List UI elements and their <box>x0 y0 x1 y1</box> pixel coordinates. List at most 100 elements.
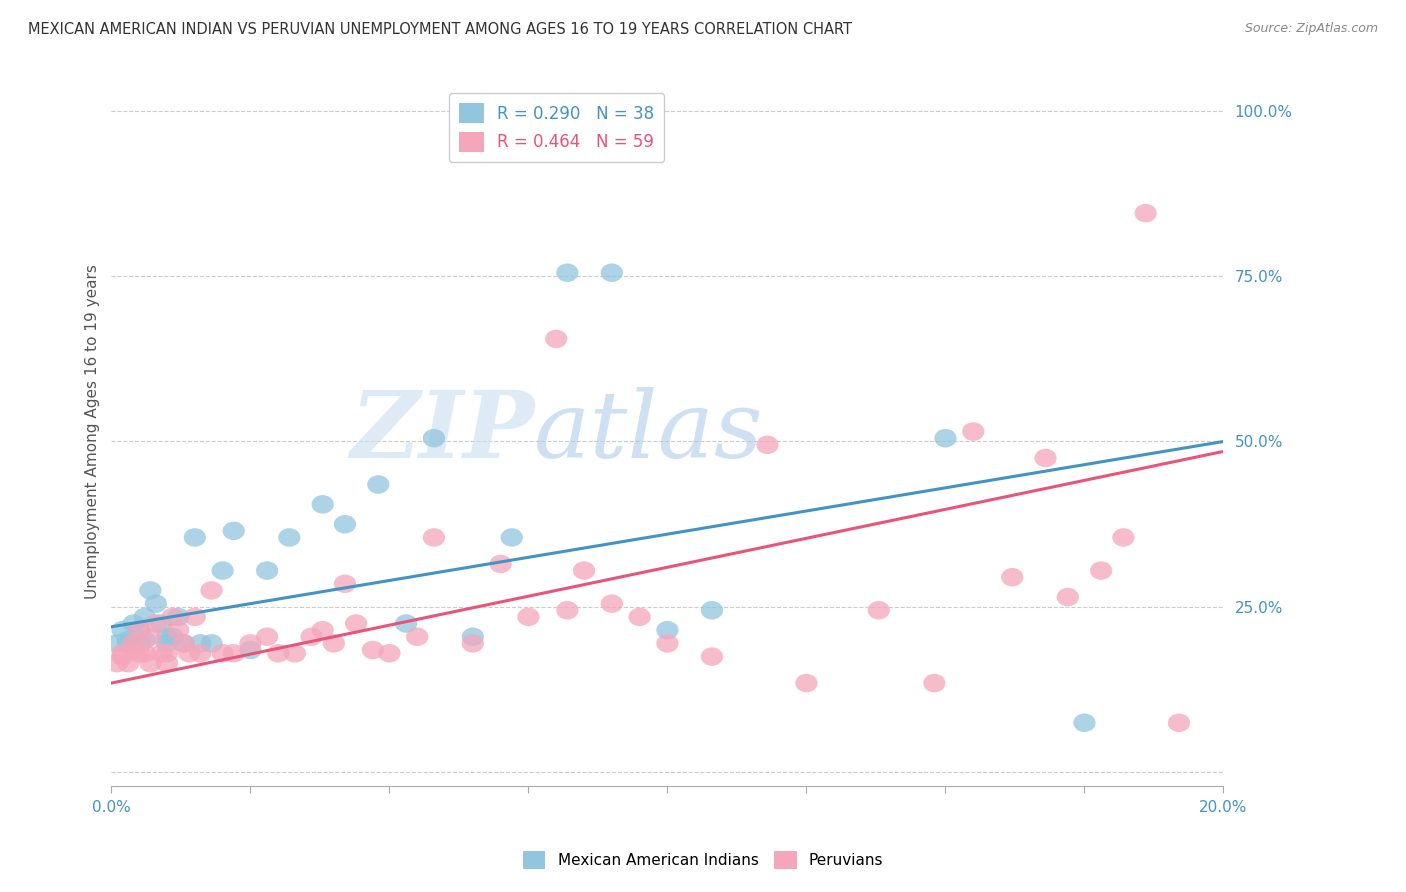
Ellipse shape <box>1001 568 1024 586</box>
Ellipse shape <box>657 621 679 640</box>
Ellipse shape <box>1168 714 1189 732</box>
Ellipse shape <box>1135 204 1157 222</box>
Ellipse shape <box>423 528 446 547</box>
Ellipse shape <box>284 644 307 663</box>
Ellipse shape <box>167 621 190 640</box>
Ellipse shape <box>105 634 128 653</box>
Ellipse shape <box>134 644 156 663</box>
Ellipse shape <box>162 607 184 626</box>
Ellipse shape <box>211 644 233 663</box>
Ellipse shape <box>128 634 150 653</box>
Ellipse shape <box>122 615 145 632</box>
Ellipse shape <box>367 475 389 494</box>
Ellipse shape <box>145 594 167 613</box>
Ellipse shape <box>628 607 651 626</box>
Ellipse shape <box>117 634 139 653</box>
Ellipse shape <box>572 561 595 580</box>
Ellipse shape <box>868 601 890 620</box>
Ellipse shape <box>600 263 623 282</box>
Ellipse shape <box>222 644 245 663</box>
Ellipse shape <box>461 634 484 653</box>
Ellipse shape <box>256 627 278 646</box>
Ellipse shape <box>167 607 190 626</box>
Ellipse shape <box>105 654 128 673</box>
Ellipse shape <box>128 621 150 640</box>
Ellipse shape <box>128 621 150 640</box>
Ellipse shape <box>150 644 173 663</box>
Ellipse shape <box>156 634 179 653</box>
Text: ZIP: ZIP <box>350 386 534 476</box>
Ellipse shape <box>344 615 367 632</box>
Ellipse shape <box>557 601 578 620</box>
Ellipse shape <box>156 654 179 673</box>
Ellipse shape <box>1073 714 1095 732</box>
Ellipse shape <box>111 644 134 663</box>
Ellipse shape <box>278 528 301 547</box>
Ellipse shape <box>190 634 211 653</box>
Ellipse shape <box>700 648 723 665</box>
Ellipse shape <box>312 495 333 514</box>
Ellipse shape <box>201 634 222 653</box>
Ellipse shape <box>395 615 418 632</box>
Legend: R = 0.290   N = 38, R = 0.464   N = 59: R = 0.290 N = 38, R = 0.464 N = 59 <box>449 93 664 161</box>
Ellipse shape <box>756 435 779 454</box>
Ellipse shape <box>173 634 195 653</box>
Ellipse shape <box>333 515 356 533</box>
Ellipse shape <box>150 615 173 632</box>
Ellipse shape <box>190 644 211 663</box>
Y-axis label: Unemployment Among Ages 16 to 19 years: Unemployment Among Ages 16 to 19 years <box>86 264 100 599</box>
Ellipse shape <box>122 640 145 659</box>
Ellipse shape <box>301 627 323 646</box>
Ellipse shape <box>111 621 134 640</box>
Ellipse shape <box>517 607 540 626</box>
Ellipse shape <box>700 601 723 620</box>
Ellipse shape <box>222 522 245 541</box>
Ellipse shape <box>145 615 167 632</box>
Ellipse shape <box>378 644 401 663</box>
Text: atlas: atlas <box>534 386 763 476</box>
Ellipse shape <box>122 634 145 653</box>
Ellipse shape <box>657 634 679 653</box>
Ellipse shape <box>139 582 162 599</box>
Ellipse shape <box>156 644 179 663</box>
Ellipse shape <box>179 644 201 663</box>
Ellipse shape <box>796 673 817 692</box>
Ellipse shape <box>1035 449 1057 467</box>
Ellipse shape <box>267 644 290 663</box>
Ellipse shape <box>406 627 429 646</box>
Ellipse shape <box>557 263 578 282</box>
Ellipse shape <box>156 627 179 646</box>
Ellipse shape <box>184 607 205 626</box>
Ellipse shape <box>600 594 623 613</box>
Ellipse shape <box>312 621 333 640</box>
Ellipse shape <box>117 631 139 649</box>
Ellipse shape <box>173 634 195 653</box>
Ellipse shape <box>361 640 384 659</box>
Ellipse shape <box>962 422 984 441</box>
Ellipse shape <box>239 640 262 659</box>
Ellipse shape <box>139 654 162 673</box>
Ellipse shape <box>501 528 523 547</box>
Ellipse shape <box>139 627 162 646</box>
Ellipse shape <box>333 574 356 593</box>
Ellipse shape <box>134 607 156 626</box>
Ellipse shape <box>1112 528 1135 547</box>
Ellipse shape <box>201 582 222 599</box>
Ellipse shape <box>1057 588 1078 607</box>
Ellipse shape <box>128 644 150 663</box>
Ellipse shape <box>461 627 484 646</box>
Ellipse shape <box>239 634 262 653</box>
Ellipse shape <box>935 429 956 448</box>
Ellipse shape <box>323 634 344 653</box>
Legend: Mexican American Indians, Peruvians: Mexican American Indians, Peruvians <box>516 845 890 875</box>
Ellipse shape <box>1090 561 1112 580</box>
Ellipse shape <box>489 555 512 574</box>
Text: MEXICAN AMERICAN INDIAN VS PERUVIAN UNEMPLOYMENT AMONG AGES 16 TO 19 YEARS CORRE: MEXICAN AMERICAN INDIAN VS PERUVIAN UNEM… <box>28 22 852 37</box>
Ellipse shape <box>111 648 134 665</box>
Ellipse shape <box>184 528 205 547</box>
Ellipse shape <box>924 673 945 692</box>
Ellipse shape <box>256 561 278 580</box>
Ellipse shape <box>134 631 156 649</box>
Ellipse shape <box>117 654 139 673</box>
Ellipse shape <box>546 330 568 348</box>
